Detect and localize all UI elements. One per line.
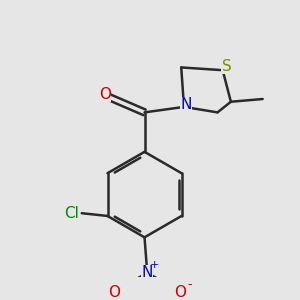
Text: O: O	[99, 87, 111, 102]
Text: -: -	[188, 278, 192, 292]
Text: Cl: Cl	[64, 206, 79, 221]
Text: N: N	[142, 266, 153, 280]
Text: O: O	[108, 285, 120, 300]
Text: N: N	[181, 97, 192, 112]
Text: +: +	[150, 260, 160, 270]
Text: O: O	[174, 285, 186, 300]
Text: S: S	[222, 59, 231, 74]
